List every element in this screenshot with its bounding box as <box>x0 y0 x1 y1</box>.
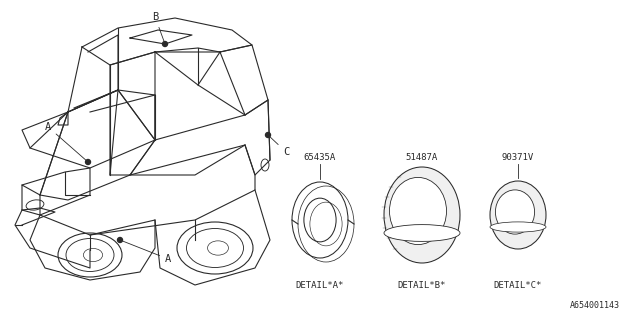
Text: A: A <box>123 241 172 264</box>
Ellipse shape <box>207 241 228 255</box>
Ellipse shape <box>186 228 243 268</box>
Ellipse shape <box>390 177 447 244</box>
Circle shape <box>86 159 90 164</box>
Text: 51487A: 51487A <box>406 153 438 162</box>
Text: DETAIL*C*: DETAIL*C* <box>494 281 542 290</box>
Ellipse shape <box>384 225 460 241</box>
Ellipse shape <box>177 222 253 274</box>
Text: A: A <box>45 122 86 160</box>
Ellipse shape <box>58 233 122 277</box>
Ellipse shape <box>304 198 336 242</box>
Ellipse shape <box>26 200 44 210</box>
Ellipse shape <box>292 182 348 258</box>
Ellipse shape <box>490 181 546 249</box>
Ellipse shape <box>495 190 534 234</box>
Ellipse shape <box>384 167 460 263</box>
Text: 65435A: 65435A <box>304 153 336 162</box>
Circle shape <box>266 132 271 138</box>
Ellipse shape <box>490 222 546 232</box>
Text: A654001143: A654001143 <box>570 301 620 310</box>
Ellipse shape <box>66 238 114 271</box>
Ellipse shape <box>83 248 102 262</box>
Text: B: B <box>152 12 164 41</box>
Circle shape <box>118 237 122 243</box>
Ellipse shape <box>261 159 269 171</box>
Text: DETAIL*B*: DETAIL*B* <box>398 281 446 290</box>
Text: 90371V: 90371V <box>502 153 534 162</box>
Circle shape <box>163 42 168 46</box>
Text: C: C <box>270 137 289 157</box>
Text: DETAIL*A*: DETAIL*A* <box>296 281 344 290</box>
